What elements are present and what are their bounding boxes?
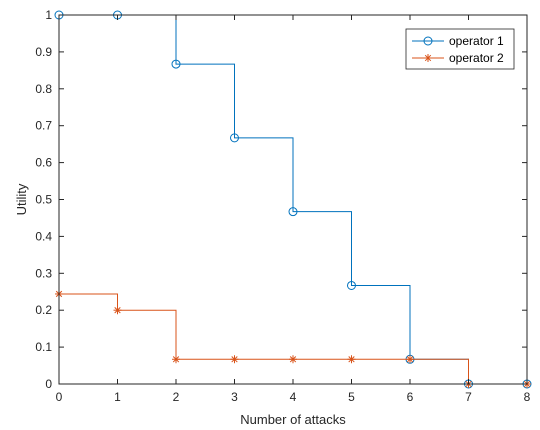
y-tick-label: 0.9 bbox=[35, 45, 52, 59]
x-axis-title: Number of attacks bbox=[240, 412, 346, 427]
y-tick-label: 0.4 bbox=[35, 229, 52, 243]
data-point-operator-1 bbox=[347, 280, 356, 290]
x-tick-label: 4 bbox=[290, 390, 297, 404]
y-tick-label: 0.1 bbox=[35, 340, 52, 354]
y-tick-label: 0 bbox=[45, 377, 52, 391]
legend: operator 1 operator 2 bbox=[405, 28, 515, 70]
y-tick-label: 0.2 bbox=[35, 303, 52, 317]
data-point-operator-2 bbox=[113, 306, 122, 315]
data-point-operator-2 bbox=[289, 355, 297, 364]
legend-label-operator-2: operator 2 bbox=[449, 51, 504, 65]
x-tick-label: 1 bbox=[114, 390, 121, 404]
legend-label-operator-1: operator 1 bbox=[449, 34, 504, 48]
data-point-operator-2 bbox=[406, 355, 414, 364]
x-tick-label: 6 bbox=[407, 390, 414, 404]
y-tick-label: 0.5 bbox=[35, 193, 52, 207]
data-point-operator-2 bbox=[230, 355, 239, 364]
y-axis-title: Utility bbox=[14, 183, 29, 215]
legend-box bbox=[405, 28, 515, 70]
data-point-operator-2 bbox=[347, 355, 356, 364]
x-tick-label: 7 bbox=[465, 390, 472, 404]
data-point-operator-1 bbox=[230, 133, 239, 143]
data-point-operator-1 bbox=[288, 207, 298, 217]
y-tick-label: 0.6 bbox=[35, 156, 52, 170]
x-tick-label: 5 bbox=[348, 390, 355, 404]
y-tick-label: 0.3 bbox=[35, 266, 52, 280]
x-tick-label: 0 bbox=[56, 390, 63, 404]
legend-marker-operator-2 bbox=[424, 54, 432, 62]
y-tick-label: 1 bbox=[45, 8, 52, 22]
x-tick-label: 3 bbox=[231, 390, 238, 404]
data-point-operator-2 bbox=[172, 355, 180, 364]
ticks-layer: 0 1 2 3 4 5 6 7 8 0 0.1 0.2 0.3 0.4 0.5 0.6 0.7 0.8 0.9 1 bbox=[35, 8, 530, 404]
x-tick-label: 8 bbox=[524, 390, 531, 404]
data-point-operator-1 bbox=[171, 59, 181, 69]
x-tick-label: 2 bbox=[173, 390, 180, 404]
legend-asterisk bbox=[424, 54, 432, 62]
y-tick-label: 0.7 bbox=[35, 119, 52, 133]
y-tick-label: 0.8 bbox=[35, 82, 52, 96]
legend-marker-operator-1 bbox=[423, 36, 433, 46]
